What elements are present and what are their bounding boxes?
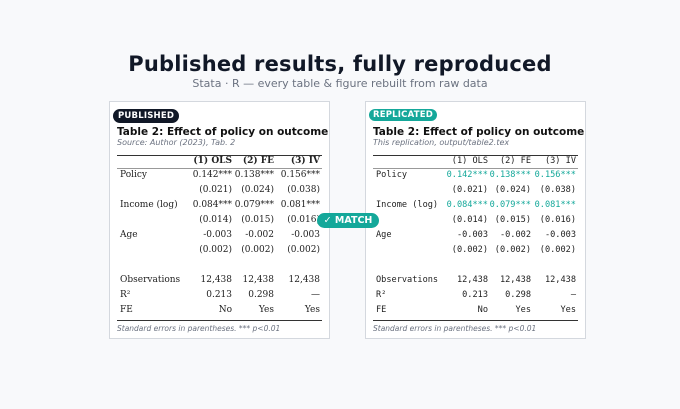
table-cell: -0.002 [499,230,531,240]
table-cell: – [570,290,576,300]
stat-label: R² [376,290,387,300]
table-cell: 12,438 [200,275,233,285]
table-cell: 0.084*** [446,200,488,210]
published-table-panel: PUBLISHED Table 2: Effect of policy on o… [109,101,330,339]
replicated-table-source: This replication, output/table2.tex [373,138,510,147]
header-rule [117,168,322,169]
table-cell: (0.016) [287,215,320,225]
replicated-table-title: Table 2: Effect of policy on outcome [373,126,585,138]
table-cell: -0.003 [203,230,232,240]
table-cell: Yes [515,305,531,315]
table-cell: (0.002) [494,245,531,255]
table-cell: 0.156*** [280,170,320,180]
published-table-title: Table 2: Effect of policy on outcome [117,126,329,138]
published-table-source: Source: Author (2023), Tab. 2 [117,138,236,147]
table-cell: 12,438 [242,275,275,285]
col-header-iv: (3) IV [544,156,576,166]
stat-label: R² [120,290,131,300]
top-rule [373,155,578,156]
row-label: Age [376,230,392,240]
row-label: Income (log) [376,200,439,210]
row-label: Policy [120,170,147,180]
replicated-table-panel: REPLICATED Table 2: Effect of policy on … [365,101,586,339]
replicated-badge: REPLICATED [369,109,437,121]
table-cell: (0.014) [199,215,232,225]
replicated-footnote: Standard errors in parentheses. *** p<0.… [373,324,537,333]
table-cell: 0.298 [248,290,274,300]
table-cell: 0.138*** [234,170,274,180]
page-title: Published results, fully reproduced [128,52,552,76]
row-label: Policy [376,170,408,180]
table-cell: -0.003 [456,230,488,240]
table-cell: 12,438 [499,275,531,285]
table-cell: No [477,305,488,315]
table-cell: 0.138*** [489,170,531,180]
table-cell: (0.015) [241,215,274,225]
stat-label: FE [376,305,387,315]
bottom-rule [373,320,578,321]
top-rule [117,155,322,156]
table-cell: (0.015) [494,215,531,225]
table-cell: Yes [304,305,320,315]
table-cell: Yes [560,305,576,315]
table-cell: — [311,290,320,300]
table-cell: 0.079*** [234,200,274,210]
table-cell: 0.213 [206,290,232,300]
table-cell: (0.021) [451,185,488,195]
table-cell: No [218,305,232,315]
table-cell: (0.002) [241,245,274,255]
page-subtitle: Stata · R — every table & figure rebuilt… [192,77,488,90]
table-cell: (0.016) [539,215,576,225]
col-header-ols: (1) OLS [451,156,488,166]
table-cell: (0.038) [539,185,576,195]
row-label: Income (log) [120,200,178,210]
table-cell: 0.213 [462,290,488,300]
table-cell: (0.014) [451,215,488,225]
table-cell: 12,438 [456,275,488,285]
row-label: Age [120,230,138,240]
table-cell: 0.142*** [192,170,232,180]
table-cell: 0.298 [505,290,531,300]
table-cell: (0.002) [539,245,576,255]
table-cell: -0.003 [291,230,320,240]
table-cell: 0.079*** [489,200,531,210]
table-cell: 0.142*** [446,170,488,180]
match-badge: ✓ MATCH [317,213,379,228]
table-cell: (0.038) [287,185,320,195]
header-rule [373,168,578,169]
table-cell: (0.024) [494,185,531,195]
col-header-fe: (2) FE [242,156,274,166]
table-cell: (0.021) [199,185,232,195]
table-cell: 12,438 [544,275,576,285]
table-cell: (0.002) [199,245,232,255]
col-header-iv: (3) IV [290,156,320,166]
published-badge: PUBLISHED [113,109,180,123]
table-cell: -0.003 [544,230,576,240]
col-header-fe: (2) FE [499,156,531,166]
table-cell: (0.002) [287,245,320,255]
stat-label: FE [120,305,133,315]
table-cell: 0.081*** [280,200,320,210]
table-cell: 0.156*** [534,170,576,180]
table-cell: -0.002 [245,230,274,240]
table-cell: 0.084*** [192,200,232,210]
published-footnote: Standard errors in parentheses. *** p<0.… [117,324,281,333]
col-header-ols: (1) OLS [193,156,232,166]
stat-label: Observations [376,275,439,285]
table-cell: (0.002) [451,245,488,255]
table-cell: 0.081*** [534,200,576,210]
table-cell: 12,438 [288,275,321,285]
table-cell: Yes [258,305,274,315]
table-cell: (0.024) [241,185,274,195]
stat-label: Observations [120,275,181,285]
bottom-rule [117,320,322,321]
